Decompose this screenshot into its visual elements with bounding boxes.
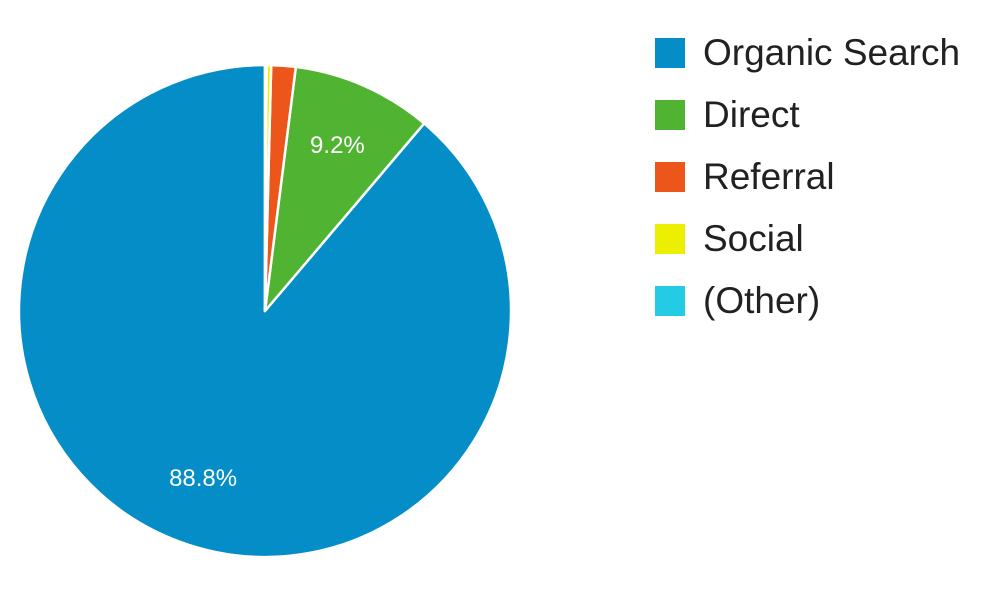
legend-item-other[interactable]: (Other): [655, 270, 960, 332]
legend-swatch: [655, 100, 685, 130]
legend-swatch: [655, 286, 685, 316]
legend-swatch: [655, 224, 685, 254]
legend: Organic Search Direct Referral Social (Other…: [655, 22, 960, 332]
legend-item-direct[interactable]: Direct: [655, 84, 960, 146]
legend-label: Referral: [703, 156, 835, 197]
data-label-direct: 9.2%: [310, 132, 365, 159]
legend-label: Social: [703, 218, 804, 259]
legend-item-organic-search[interactable]: Organic Search: [655, 22, 960, 84]
legend-label: Organic Search: [703, 32, 961, 73]
legend-swatch: [655, 162, 685, 192]
legend-label: Direct: [703, 94, 800, 135]
legend-swatch: [655, 38, 685, 68]
data-label-organic-search: 88.8%: [169, 465, 237, 492]
pie-slice-direct[interactable]: [263, 65, 426, 313]
legend-label: (Other): [703, 280, 821, 321]
legend-item-social[interactable]: Social: [655, 208, 960, 270]
legend-item-referral[interactable]: Referral: [655, 146, 960, 208]
pie-slice-other[interactable]: [263, 63, 268, 313]
